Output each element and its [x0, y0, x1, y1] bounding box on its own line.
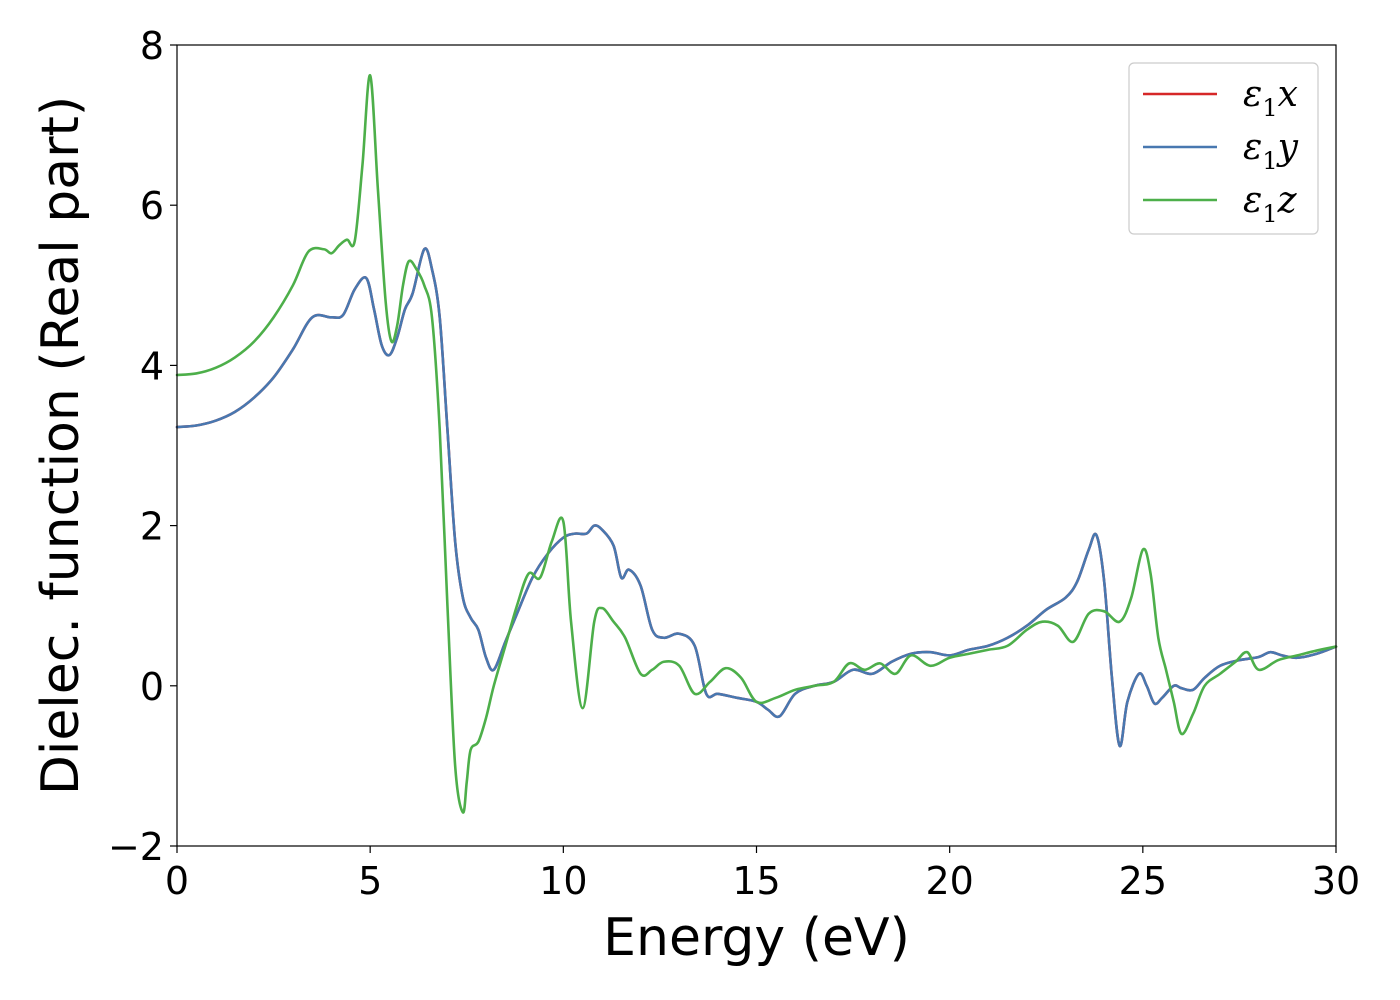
y-axis-label: Dielec. function (Real part)	[31, 96, 91, 795]
legend-item-z: ε1z	[1143, 180, 1298, 228]
legend-item-x: ε1x	[1143, 74, 1298, 122]
x-axis-ticks: 0 5 10 15 20 25 30	[165, 846, 1360, 903]
series-lines	[175, 74, 1338, 814]
x-tick-label: 5	[358, 859, 382, 903]
y-axis-ticks: −2 0 2 4 6 8	[108, 24, 177, 869]
y-tick-label: 6	[140, 184, 164, 228]
legend-box	[1128, 62, 1319, 235]
y-tick-label: 8	[140, 24, 164, 68]
series-line-y	[175, 247, 1338, 748]
x-axis-label: Energy (eV)	[603, 908, 910, 968]
y-tick-label: 4	[140, 344, 164, 388]
legend-label: ε1z	[1243, 180, 1298, 228]
legend-label: ε1y	[1243, 127, 1299, 175]
legend-label: ε1x	[1243, 74, 1298, 122]
x-tick-label: 15	[732, 859, 780, 903]
x-tick-label: 0	[165, 859, 189, 903]
series-line-x	[175, 247, 1338, 748]
y-tick-label: 0	[140, 665, 164, 709]
x-tick-label: 20	[925, 859, 973, 903]
legend-item-y: ε1y	[1143, 127, 1299, 175]
y-tick-label: 2	[140, 505, 164, 549]
y-tick-label: −2	[108, 825, 164, 869]
x-tick-label: 25	[1119, 859, 1167, 903]
x-tick-label: 30	[1312, 859, 1360, 903]
x-tick-label: 10	[539, 859, 587, 903]
series-line-z	[175, 74, 1338, 814]
legend: ε1x ε1y ε1z	[1128, 62, 1319, 235]
